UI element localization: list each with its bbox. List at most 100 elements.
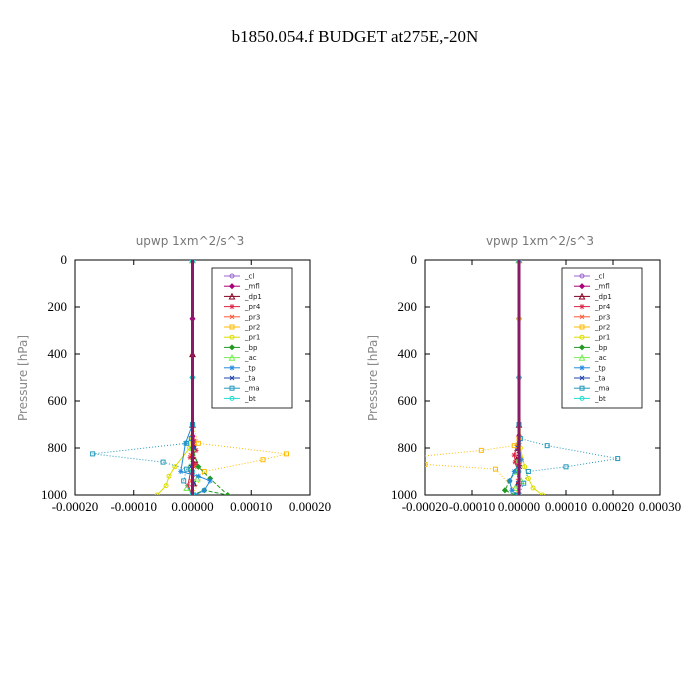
legend-label: _bt (594, 395, 606, 403)
data-point (184, 466, 190, 472)
data-point (229, 273, 235, 279)
data-point (579, 273, 585, 279)
y-tick-label: 400 (48, 346, 68, 361)
data-point (615, 456, 621, 462)
y-tick-label: 200 (398, 299, 418, 314)
data-point (195, 463, 202, 470)
data-point (522, 464, 528, 470)
y-tick-label: 400 (398, 346, 418, 361)
data-point (544, 443, 550, 449)
y-tick-label: 200 (48, 299, 68, 314)
legend-label: _pr2 (244, 324, 260, 332)
data-point (512, 459, 518, 465)
legend-label: _dp1 (594, 293, 612, 301)
data-point (193, 447, 199, 453)
legend-label: _bp (594, 344, 608, 352)
x-tick-label: 0.00000 (171, 499, 213, 514)
legend-label: _ma (244, 385, 260, 393)
legend-label: _pr4 (244, 303, 261, 311)
series-line (92, 260, 193, 495)
data-point (284, 451, 289, 457)
data-point (229, 375, 235, 381)
legend-label: _tp (594, 364, 606, 372)
data-point (579, 334, 585, 340)
y-tick-label: 800 (48, 440, 68, 455)
data-point (425, 461, 428, 467)
y-tick-label: 1000 (391, 487, 417, 502)
data-point (172, 464, 178, 470)
legend-label: _bt (244, 395, 256, 403)
data-point (563, 464, 569, 470)
legend-box (211, 267, 293, 409)
series-pr2 (425, 260, 522, 495)
y-tick-label: 0 (61, 252, 68, 267)
y-tick-label: 600 (398, 393, 418, 408)
legend-label: _pr2 (594, 324, 610, 332)
plot-area (90, 260, 289, 495)
data-point (578, 283, 586, 290)
plot-area (425, 260, 621, 495)
data-point (90, 451, 96, 457)
legend-box (561, 267, 643, 409)
chart-title: vpwp 1xm^2/s^3 (486, 234, 594, 248)
data-point (195, 440, 201, 446)
data-point (229, 334, 235, 340)
data-point (229, 395, 235, 401)
y-axis-label: Pressure [hPa] (16, 335, 30, 421)
series-line (192, 260, 287, 495)
data-point (525, 469, 531, 474)
legend-label: _bp (244, 344, 258, 352)
x-tick-label: -0.00020 (402, 499, 449, 514)
data-point (501, 487, 508, 494)
chart-panel-upwp: upwp 1xm^2/s^3 Pressure [hPa] 0 200 400 600… (16, 234, 331, 514)
data-point (207, 478, 213, 484)
data-point (511, 443, 517, 449)
legend-label: _mfl (594, 283, 610, 291)
data-point (185, 483, 191, 489)
data-point (579, 385, 585, 391)
x-tick-label: -0.00020 (52, 499, 99, 514)
data-point (493, 466, 498, 472)
x-tick-label: -0.00010 (449, 499, 496, 514)
data-point (578, 353, 586, 361)
legend-label: _pr1 (244, 334, 260, 342)
y-axis-label: Pressure [hPa] (366, 335, 380, 421)
data-point (540, 492, 545, 495)
data-point (507, 478, 513, 484)
data-point (181, 478, 187, 484)
data-point (191, 438, 197, 444)
data-point (579, 395, 585, 401)
legend: _cl _mfl _dp1 _pr4 _pr3 _pr2 _pr1 _bp _ac _tp _ta _… (211, 267, 293, 409)
legend-label: _pr4 (594, 303, 611, 311)
data-point (229, 365, 235, 371)
legend-label: _ta (594, 375, 606, 383)
data-point (260, 457, 266, 463)
data-point (511, 452, 517, 458)
legend-label: _mfl (244, 283, 260, 291)
data-point (192, 461, 199, 468)
data-point (183, 484, 191, 492)
data-point (166, 473, 172, 479)
data-point (184, 440, 190, 446)
legend-label: _ma (594, 385, 610, 393)
legend-label: _cl (244, 273, 254, 281)
legend-label: _pr1 (594, 334, 610, 342)
data-point (514, 443, 520, 449)
data-point (178, 468, 184, 475)
data-point (229, 304, 235, 310)
legend: _cl _mfl _dp1 _pr4 _pr3 _pr2 _pr1 _bp _ac _tp _ta _… (561, 267, 643, 409)
y-tick-label: 1000 (41, 487, 67, 502)
data-point (201, 469, 207, 474)
data-point (530, 485, 536, 491)
data-point (229, 324, 235, 330)
data-point (509, 487, 515, 493)
data-point (521, 480, 527, 486)
data-point (579, 375, 585, 381)
y-tick-label: 0 (411, 252, 418, 267)
y-tick-label: 800 (398, 440, 418, 455)
x-tick-label: 0.00010 (230, 499, 272, 514)
legend-label: _dp1 (244, 293, 262, 301)
data-point (163, 483, 169, 489)
x-tick-label: 0.00030 (639, 499, 681, 514)
